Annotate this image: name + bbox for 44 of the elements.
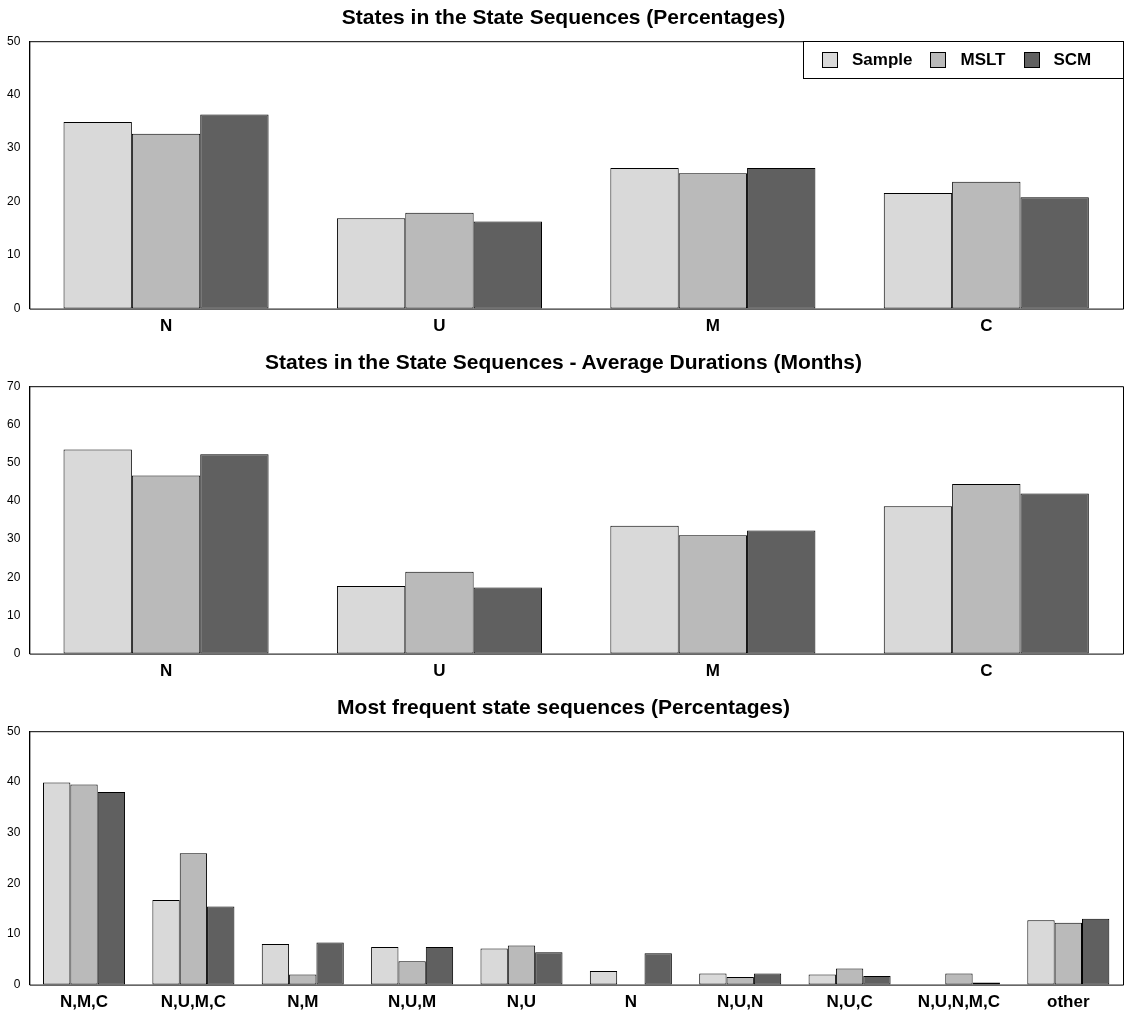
- x-tick-label: N,U,M: [388, 992, 437, 1012]
- x-tick-label: N,M,C: [59, 992, 109, 1012]
- x-tick-label: N: [159, 661, 173, 681]
- y-tick-label: 40: [6, 774, 21, 789]
- legend-label: SCM: [1053, 50, 1092, 71]
- x-tick-label: M: [705, 661, 720, 681]
- x-tick-label: M: [705, 316, 720, 336]
- y-tick-label: 20: [6, 193, 21, 208]
- x-tick-label: N,U,N,M,C: [917, 992, 1001, 1012]
- y-tick-label: 30: [6, 824, 21, 839]
- y-tick-label: 10: [6, 607, 21, 622]
- y-tick-label: 60: [6, 416, 21, 431]
- x-tick-label: N,U,M,C: [160, 992, 226, 1012]
- x-tick-label: N,U,N: [717, 992, 764, 1012]
- x-tick-label: N,U: [506, 992, 537, 1012]
- legend-label: MSLT: [960, 50, 1006, 71]
- y-tick-label: 30: [6, 531, 21, 546]
- chart-title: States in the State Sequences (Percentages): [341, 5, 786, 29]
- x-tick-label: U: [433, 316, 446, 336]
- y-tick-label: 10: [6, 926, 21, 941]
- y-tick-label: 20: [6, 569, 21, 584]
- x-tick-label: N: [159, 316, 173, 336]
- y-tick-label: 40: [6, 493, 21, 508]
- x-tick-label: N,U,C: [826, 992, 873, 1012]
- y-tick-label: 50: [6, 454, 21, 469]
- y-tick-label: 30: [6, 140, 21, 155]
- x-tick-label: N: [624, 992, 637, 1012]
- y-tick-label: 0: [13, 645, 21, 660]
- x-tick-label: C: [980, 316, 993, 336]
- y-tick-label: 50: [6, 723, 21, 738]
- chart-title: Most frequent state sequences (Percentages): [337, 695, 790, 719]
- y-tick-label: 50: [6, 33, 21, 48]
- y-tick-label: 0: [13, 976, 21, 991]
- x-tick-label: C: [980, 661, 993, 681]
- y-tick-label: 70: [6, 378, 21, 393]
- y-tick-label: 10: [6, 247, 21, 262]
- y-tick-label: 0: [13, 300, 21, 315]
- x-tick-label: N,M: [287, 992, 319, 1012]
- x-tick-label: U: [433, 661, 446, 681]
- legend-label: Sample: [852, 50, 913, 71]
- y-tick-label: 20: [6, 875, 21, 890]
- x-tick-label: other: [1047, 992, 1090, 1012]
- chart-title: States in the State Sequences - Average Durations (Months): [264, 350, 863, 374]
- y-tick-label: 40: [6, 86, 21, 101]
